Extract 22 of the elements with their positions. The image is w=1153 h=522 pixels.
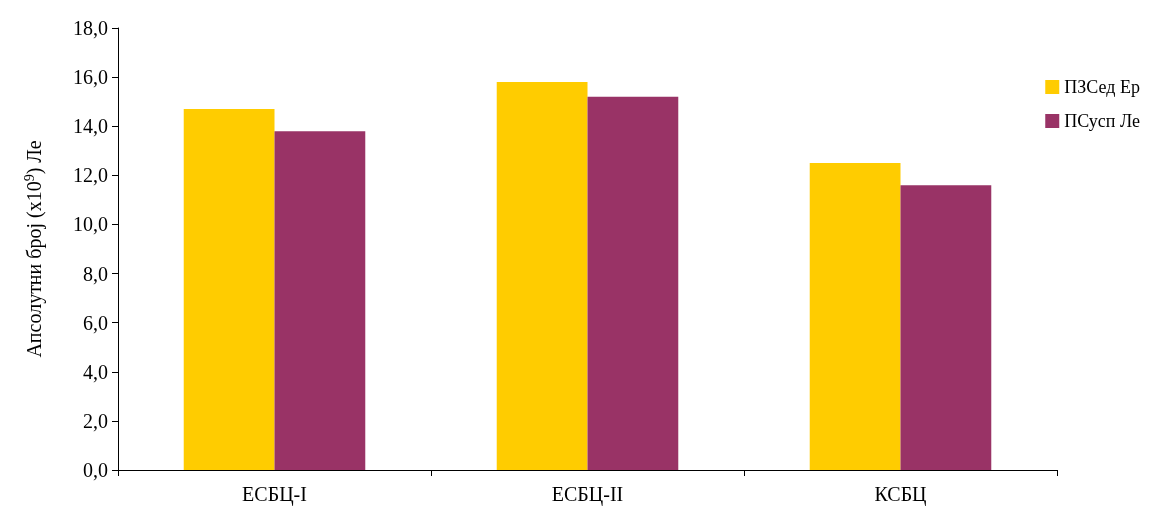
bar <box>809 163 901 470</box>
y-tick-label: 2,0 <box>83 409 108 432</box>
y-tick-label: 14,0 <box>73 115 108 138</box>
y-tick-label: 12,0 <box>73 164 108 187</box>
bar <box>496 82 588 470</box>
legend-label: ПСусп Ле <box>1064 111 1141 131</box>
x-tick-label: ЕСБЦ-II <box>551 483 624 506</box>
x-tick-label: КСБЦ <box>874 483 927 506</box>
y-tick-label: 8,0 <box>83 262 108 285</box>
y-tick-label: 16,0 <box>73 66 108 89</box>
y-tick-label: 0,0 <box>83 459 108 481</box>
bar <box>183 109 275 470</box>
bar <box>274 131 366 470</box>
x-tick-label: ЕСБЦ-I <box>242 483 307 506</box>
bar <box>587 96 679 470</box>
y-axis-title: Апсолутни број (x109) Ле <box>21 140 46 358</box>
bar <box>900 185 992 470</box>
y-tick-label: 18,0 <box>73 17 108 39</box>
y-tick-label: 6,0 <box>83 311 108 334</box>
y-tick-label: 10,0 <box>73 213 108 236</box>
y-tick-label: 4,0 <box>83 360 108 383</box>
legend-label: ПЗСед Ер <box>1064 77 1140 97</box>
